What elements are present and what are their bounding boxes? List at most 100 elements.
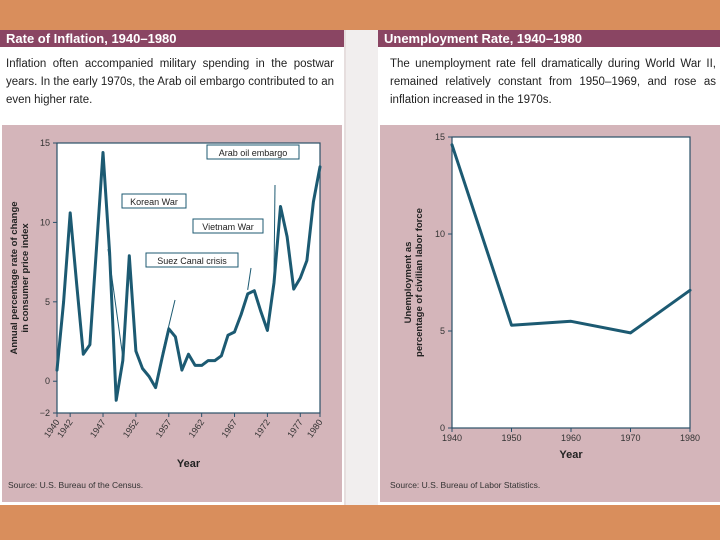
data-point <box>141 367 144 370</box>
unemployment-chart: 0 5 10 15 1940 1950 1960 1970 1980 Year Unemployme… <box>403 132 700 461</box>
bottom-band <box>0 505 720 540</box>
x-tick-label: 1967 <box>219 417 239 439</box>
x-tick-label: 1947 <box>88 417 108 439</box>
x-axis-label: Year <box>559 449 583 461</box>
data-point <box>688 289 692 292</box>
plot-area <box>56 142 321 414</box>
data-point <box>62 300 65 304</box>
unemployment-panel: Unemployment Rate, 1940–1980 The unemplo… <box>378 30 720 505</box>
top-band <box>0 0 720 30</box>
data-point <box>154 386 157 389</box>
inflation-panel: Rate of Inflation, 1940–1980 Inflation o… <box>0 30 344 505</box>
y-tick-label: 5 <box>45 297 50 307</box>
annotation-box <box>145 252 239 268</box>
y-tick-label: 10 <box>40 217 50 227</box>
data-point <box>207 359 210 362</box>
annotation-arrow <box>161 299 176 354</box>
annotation-label: Korean War <box>130 197 178 207</box>
data-point <box>200 364 203 367</box>
data-point <box>299 276 302 280</box>
data-point <box>233 330 236 334</box>
data-point <box>95 248 98 251</box>
x-tick-label: 1962 <box>187 417 207 439</box>
y-tick-label: 15 <box>40 138 50 148</box>
inflation-title: Rate of Inflation, 1940–1980 <box>0 30 344 47</box>
data-point <box>82 353 85 356</box>
data-point <box>68 211 72 215</box>
annotation-label: Vietnam War <box>202 222 254 232</box>
y-tick-label: 0 <box>440 423 445 433</box>
data-point <box>510 323 513 327</box>
x-tick-label: 1950 <box>501 433 521 443</box>
x-tick-label: 1977 <box>285 417 305 439</box>
data-point <box>272 281 276 284</box>
y-tick-label: −2 <box>40 408 50 418</box>
data-point <box>253 289 256 292</box>
data-point <box>259 310 263 313</box>
x-tick-label: 1980 <box>680 433 700 443</box>
data-point <box>318 165 322 169</box>
data-point <box>55 368 59 372</box>
data-point <box>128 254 131 257</box>
data-point <box>292 287 295 291</box>
data-point <box>193 364 197 367</box>
data-point <box>220 354 223 358</box>
data-point <box>134 349 138 353</box>
y-tick-label: 5 <box>440 326 445 336</box>
annotation-box <box>192 218 264 234</box>
y-axis-label: Annual percentage rate of change <box>9 201 20 354</box>
panel-gutter <box>344 30 378 505</box>
data-point <box>75 283 78 286</box>
y-tick-label: 0 <box>45 376 50 386</box>
data-point <box>279 205 282 208</box>
annotation-label: Arab oil embargo <box>219 148 288 158</box>
data-point <box>101 151 105 154</box>
data-point <box>450 143 454 146</box>
data-point <box>569 320 573 323</box>
data-point <box>226 333 230 337</box>
y-axis-label: percentage of civilian labor force <box>414 208 425 357</box>
data-point <box>147 375 151 378</box>
y-axis-label: in consumer price index <box>20 223 31 333</box>
x-tick-label: 1960 <box>561 433 581 443</box>
unemployment-description: The unemployment rate fell dramatically … <box>390 58 716 106</box>
data-point <box>88 343 92 346</box>
data-point <box>121 359 124 362</box>
annotation-arrow <box>273 184 276 279</box>
data-point <box>266 329 269 332</box>
data-point <box>239 313 243 316</box>
x-tick-label: 1980 <box>305 417 325 439</box>
data-point <box>114 399 118 402</box>
annotation-box <box>121 193 187 209</box>
x-tick-label: 1940 <box>442 433 462 443</box>
inflation-description: Inflation often accompanied military spe… <box>6 58 334 106</box>
data-point <box>187 353 190 356</box>
data-point <box>246 292 249 296</box>
plot-area <box>451 136 691 429</box>
y-tick-label: 15 <box>435 132 445 142</box>
y-axis-label: Unemployment as <box>403 242 414 324</box>
annotation-arrow <box>107 248 124 357</box>
data-point <box>629 331 632 335</box>
x-axis-label: Year <box>177 458 201 470</box>
unemployment-title: Unemployment Rate, 1940–1980 <box>378 30 720 47</box>
data-point <box>312 200 315 203</box>
data-point <box>174 335 177 338</box>
annotation-arrow <box>247 267 252 290</box>
inflation-source: Source: U.S. Bureau of the Census. <box>8 480 144 490</box>
unemployment-source: Source: U.S. Bureau of Labor Statistics. <box>390 480 541 490</box>
gutter-separator <box>344 30 346 505</box>
x-tick-label: 1972 <box>252 417 272 439</box>
annotation-label: Suez Canal crisis <box>157 256 227 266</box>
x-tick-label: 1970 <box>620 433 640 443</box>
y-tick-label: 10 <box>435 229 445 239</box>
data-point <box>285 235 289 238</box>
data-point <box>305 259 309 262</box>
x-tick-label: 1952 <box>121 417 141 439</box>
data-point <box>180 368 184 372</box>
data-point <box>161 356 164 359</box>
data-point <box>213 359 216 362</box>
annotation-box <box>206 144 300 160</box>
x-tick-label: 1957 <box>154 417 174 439</box>
